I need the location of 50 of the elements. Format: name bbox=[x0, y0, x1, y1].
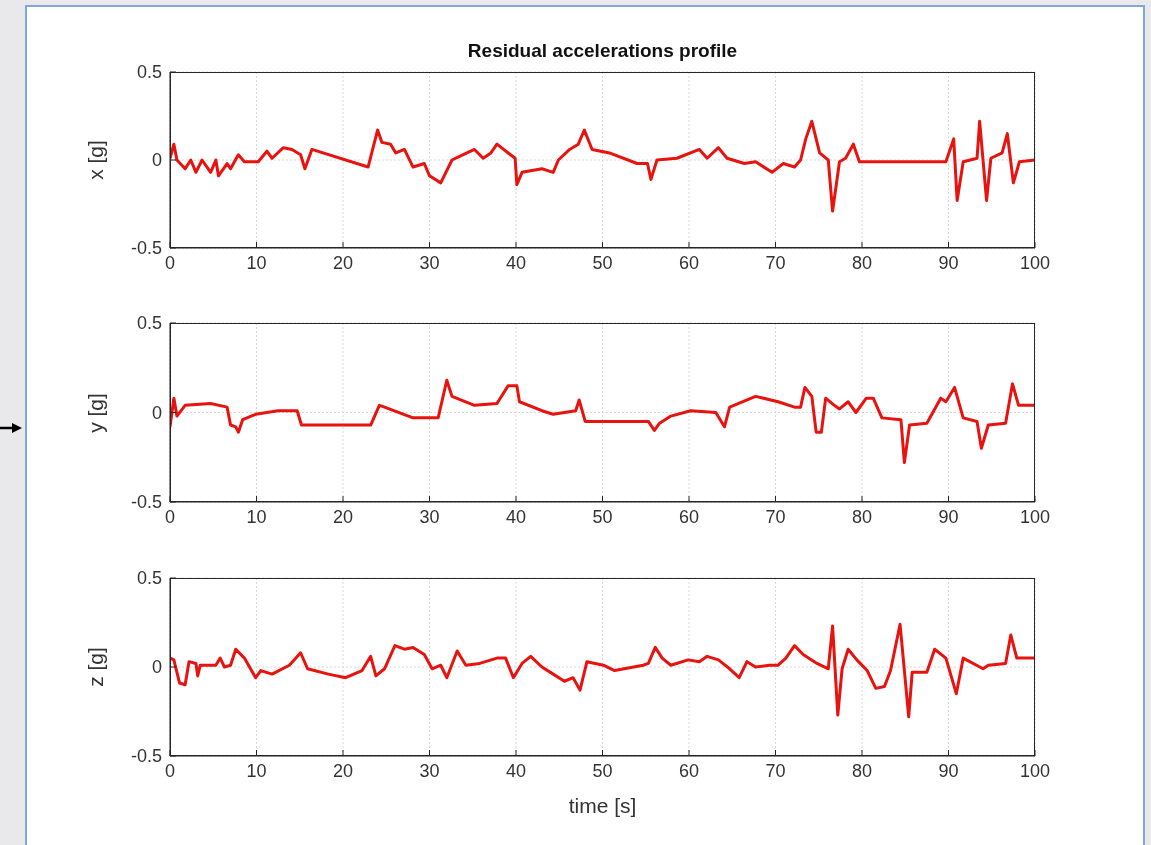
x-tick-label: 100 bbox=[1019, 506, 1051, 527]
y-tick-label: 0.5 bbox=[136, 62, 162, 83]
x-tick-label: 100 bbox=[1019, 760, 1051, 781]
x-tick-label: 40 bbox=[505, 760, 527, 781]
chart-title: Residual accelerations profile bbox=[466, 40, 739, 62]
x-tick-label: 30 bbox=[419, 506, 440, 527]
x-tick-label: 90 bbox=[938, 252, 959, 273]
x-tick-label: 60 bbox=[678, 506, 700, 527]
x-tick-label: 90 bbox=[938, 506, 959, 527]
x-tick-label: 60 bbox=[678, 252, 700, 273]
y-tick-label: 0 bbox=[151, 657, 162, 678]
x-tick-label: 50 bbox=[592, 252, 613, 273]
x-tick-label: 20 bbox=[332, 760, 354, 781]
x-axis-title: time [s] bbox=[567, 793, 638, 819]
x-tick-label: 40 bbox=[505, 506, 527, 527]
y-tick-label: -0.5 bbox=[130, 238, 162, 259]
line-series bbox=[170, 378, 1035, 465]
line-series bbox=[170, 622, 1035, 719]
x-tick-label: 100 bbox=[1019, 252, 1051, 273]
x-tick-label: 0 bbox=[164, 760, 176, 781]
x-tick-label: 60 bbox=[678, 760, 700, 781]
y-tick-label: 0.5 bbox=[136, 568, 162, 589]
y-tick-label: -0.5 bbox=[130, 492, 162, 513]
x-tick-label: 70 bbox=[765, 760, 786, 781]
y-axis-title: y [g] bbox=[83, 391, 108, 435]
x-tick-label: 10 bbox=[246, 252, 267, 273]
x-tick-label: 0 bbox=[164, 506, 176, 527]
y-axis-title: x [g] bbox=[83, 139, 108, 182]
x-tick-label: 30 bbox=[419, 252, 440, 273]
x-tick-label: 70 bbox=[765, 252, 786, 273]
x-tick-label: 80 bbox=[851, 252, 873, 273]
x-tick-label: 50 bbox=[592, 506, 613, 527]
x-tick-label: 80 bbox=[851, 760, 873, 781]
x-tick-label: 20 bbox=[332, 506, 354, 527]
y-tick-label: 0 bbox=[151, 150, 162, 171]
line-series bbox=[170, 119, 1035, 213]
y-tick-label: -0.5 bbox=[130, 746, 162, 767]
x-tick-label: 40 bbox=[505, 252, 527, 273]
x-tick-label: 20 bbox=[332, 252, 354, 273]
x-tick-label: 90 bbox=[938, 760, 959, 781]
x-tick-label: 80 bbox=[851, 506, 873, 527]
x-tick-label: 10 bbox=[246, 760, 267, 781]
x-tick-label: 0 bbox=[164, 252, 176, 273]
x-tick-label: 70 bbox=[765, 506, 786, 527]
y-tick-label: 0.5 bbox=[136, 313, 162, 334]
y-tick-label: 0 bbox=[151, 402, 162, 423]
x-tick-label: 30 bbox=[419, 760, 440, 781]
x-tick-label: 50 bbox=[592, 760, 613, 781]
x-tick-label: 10 bbox=[246, 506, 267, 527]
y-axis-title: z [g] bbox=[83, 646, 108, 689]
